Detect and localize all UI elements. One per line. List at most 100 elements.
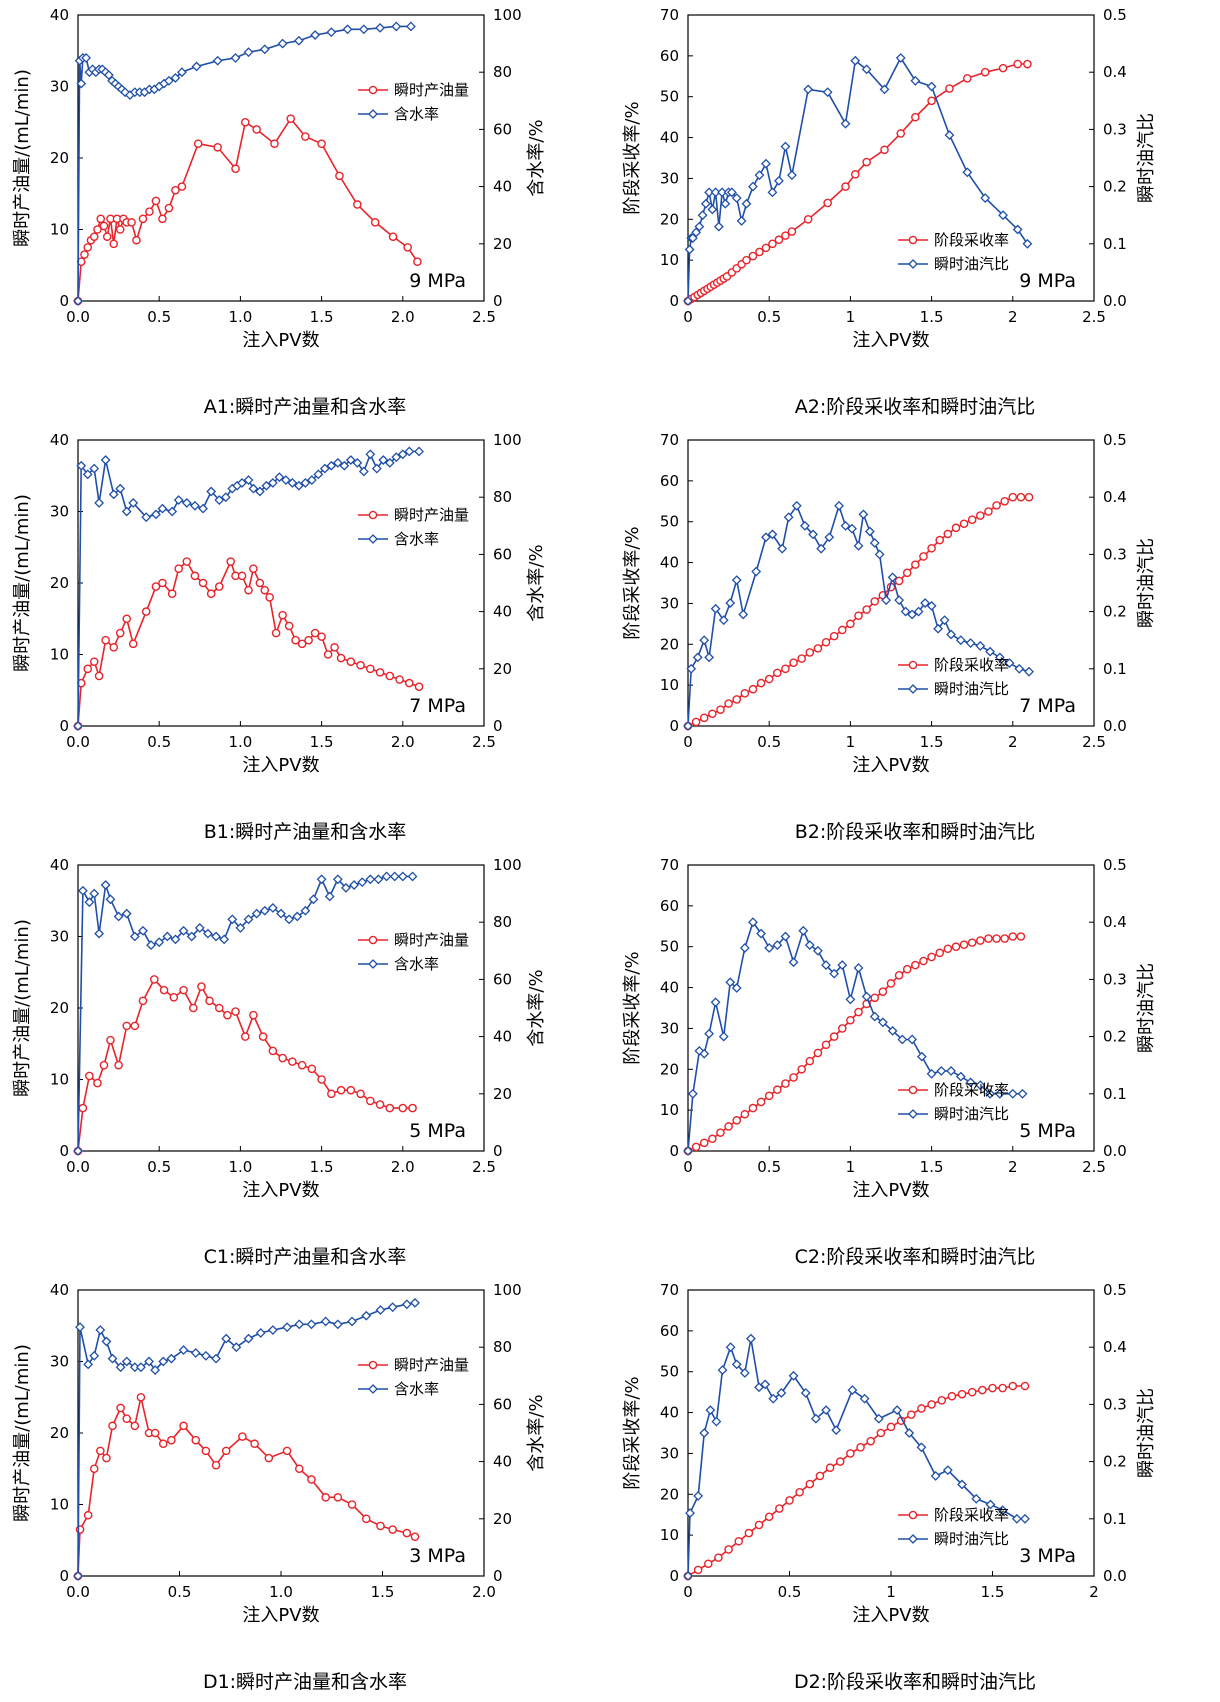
data-point [942,1465,953,1476]
y-tick-label: 10 [50,1496,69,1514]
data-point [683,1146,693,1156]
data-point [231,1007,240,1016]
x-tick-label: 1.5 [920,733,944,751]
data-point [107,1353,118,1364]
data-point [231,164,240,174]
series-line [77,25,411,302]
x-tick-label: 1.0 [228,1158,252,1176]
data-point [385,671,395,681]
x-tick-label: 0.5 [147,1158,171,1176]
data-point [724,699,733,708]
y2-tick-label: 20 [493,1085,512,1103]
data-point [731,575,742,586]
data-point [255,1327,266,1338]
data-point [708,1134,717,1144]
data-point [748,251,758,261]
data-point [920,598,931,608]
data-point [870,993,880,1003]
data-point [300,905,311,916]
data-point [102,1453,111,1463]
data-point [333,1493,343,1502]
data-point [100,455,111,465]
data-point [755,247,764,257]
data-point [943,944,953,954]
data-point [89,232,99,241]
data-point [316,874,327,885]
data-point [96,214,106,224]
data-point [825,1463,835,1473]
data-point [166,1353,177,1364]
data-point [748,1103,758,1113]
data-point [869,538,880,548]
y2-tick-label: 0.3 [1103,545,1127,563]
legend-label: 瞬时油汽比 [934,1530,1009,1548]
data-point [373,874,384,885]
data-point [170,73,181,83]
plot-frame [77,14,485,302]
data-point [121,1356,132,1367]
data-point [699,1428,710,1438]
data-point [357,877,368,888]
y-tick-label: 10 [50,646,69,664]
data-point [221,1333,232,1344]
data-point [95,1325,106,1335]
pressure-label: 3 MPa [1019,1545,1076,1567]
data-point [760,1379,771,1390]
data-point [291,635,300,645]
y2-axis-title: 含水率/% [526,1394,547,1471]
data-point [873,1413,884,1424]
data-point [831,1425,842,1436]
x-tick-label: 0 [683,1583,693,1601]
data-point [907,609,918,620]
data-point [808,529,818,540]
data-point [902,964,912,974]
data-point [1004,658,1015,668]
data-point [293,35,304,46]
data-point [211,1460,221,1470]
data-point [866,1436,876,1446]
data-point [358,24,369,35]
data-point [293,480,304,491]
data-point [277,38,288,49]
y-tick-label: 0 [669,717,679,735]
data-point [846,1449,855,1458]
chart-caption: C2:阶段采收率和瞬时油汽比 [794,1246,1036,1268]
y-tick-label: 0 [669,1567,679,1585]
data-point [821,960,831,971]
data-point [243,914,254,925]
data-point [108,1421,117,1431]
data-point [685,1508,695,1518]
data-point [109,643,119,652]
legend-marker [908,1085,918,1095]
data-point [378,455,389,465]
x-tick-label: 0 [683,733,693,751]
data-point [89,1350,100,1361]
data-point [346,657,356,666]
legend-marker [368,1360,378,1370]
y2-tick-label: 80 [493,1338,512,1356]
chart-panel-c2: 0 0.5 1 1.5 2 2.5 0 10 20 30 40 50 60 70 0.0 0.1 0.2 0.3 0… [610,850,1220,1275]
data-point [994,652,1005,663]
legend-label: 阶段采收率 [934,231,1009,249]
data-point [1020,1381,1030,1391]
x-tick-label: 0.5 [757,733,781,751]
data-point [805,1479,815,1489]
x-tick-label: 0 [683,1158,693,1176]
y2-tick-label: 40 [493,603,512,621]
legend-marker [368,935,378,945]
y-tick-label: 40 [660,979,679,997]
data-point [734,1536,744,1546]
data-point [96,1446,105,1456]
series-line [687,1385,1025,1577]
y-tick-label: 70 [660,856,679,874]
data-point [121,506,132,517]
y-tick-label: 30 [660,169,679,187]
data-point [174,564,183,573]
x-tick-label: 2 [1008,1158,1018,1176]
data-point [984,507,993,516]
data-point [725,598,736,608]
y-tick-label: 20 [660,1060,679,1078]
data-point [699,713,709,723]
legend-marker [908,660,918,670]
data-point [406,21,416,32]
